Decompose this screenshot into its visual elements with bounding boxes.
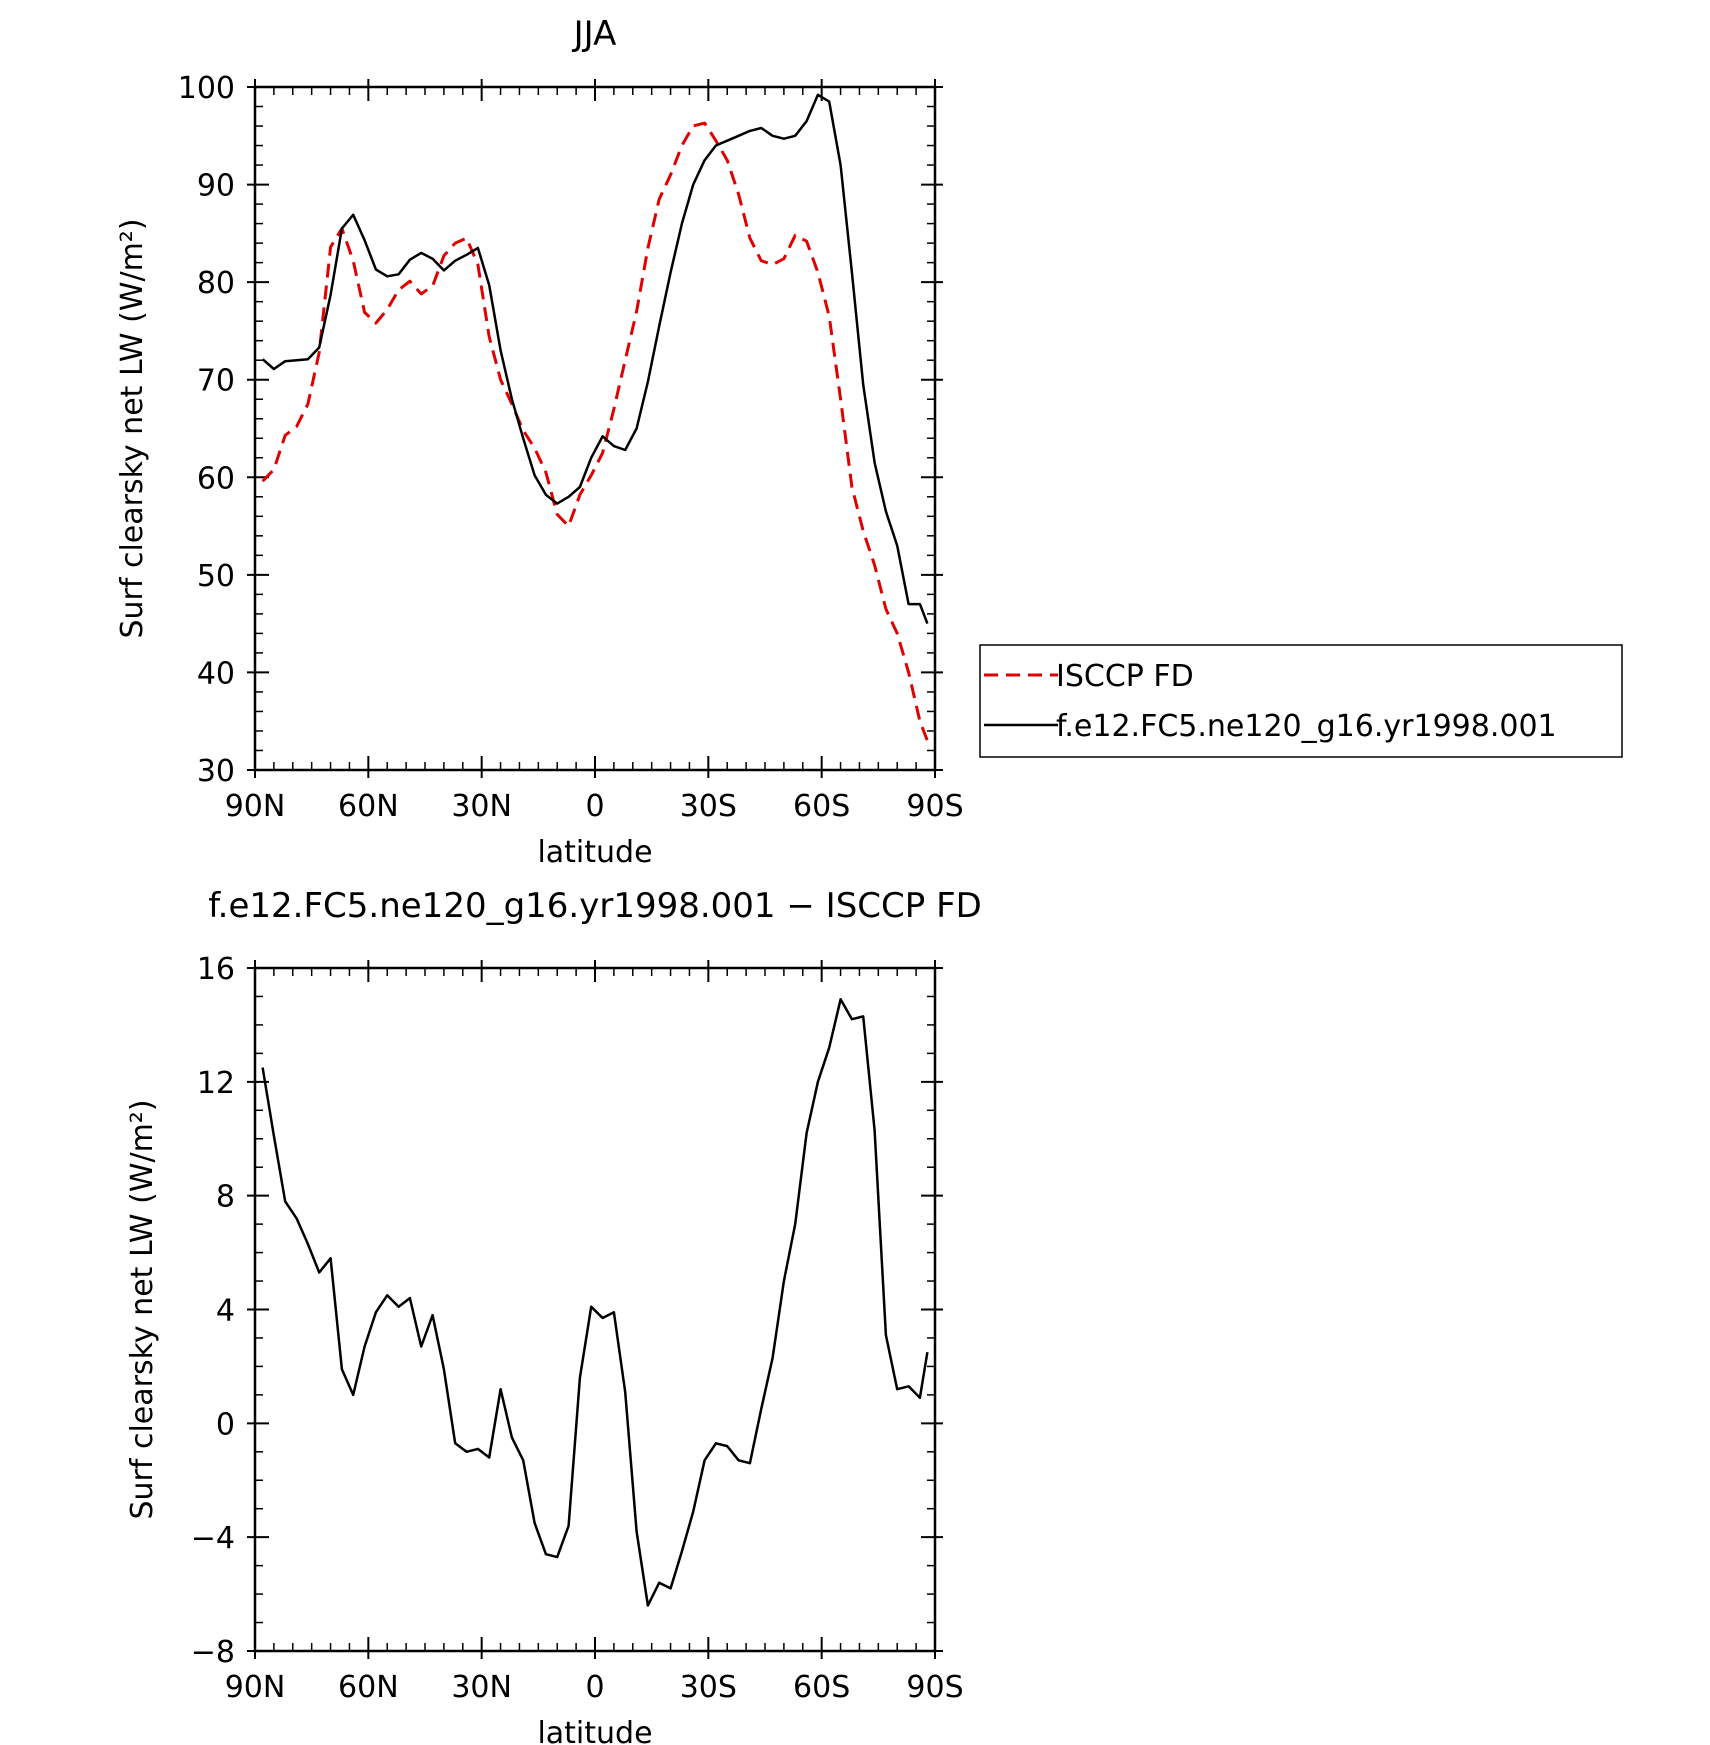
top-plot-area: 90N 60N 30N 0 30S 60S 90S 30 40 50 60 70 80 90 100 (178, 71, 964, 824)
bottom-plot-area: 90N 60N 30N 0 30S 60S 90S −8 −4 0 4 8 12 16 (191, 952, 964, 1705)
bottom-y-axis-label: Surf clearsky net LW (W/m²) (125, 1099, 160, 1519)
y-tick-label: 80 (197, 266, 235, 301)
top-chart-title: JJA (572, 14, 617, 54)
bottom-chart-title: f.e12.FC5.ne120_g16.yr1998.001 − ISCCP F… (208, 886, 982, 926)
legend-label-isccp: ISCCP FD (1056, 659, 1194, 694)
top-x-axis-label: latitude (537, 835, 652, 870)
y-tick-label: 0 (216, 1407, 235, 1442)
y-tick-label: 8 (216, 1180, 235, 1215)
y-tick-label: 70 (197, 364, 235, 399)
x-tick-label: 60S (793, 1670, 850, 1705)
top-y-axis-label: Surf clearsky net LW (W/m²) (115, 218, 150, 638)
x-tick-label: 30N (451, 1670, 512, 1705)
legend: ISCCP FD f.e12.FC5.ne120_g16.yr1998.001 (979, 644, 1623, 758)
x-tick-label: 60N (338, 1670, 399, 1705)
y-tick-label: 60 (197, 461, 235, 496)
bottom-panel: f.e12.FC5.ne120_g16.yr1998.001 − ISCCP F… (125, 886, 982, 1745)
series-line-0 (261, 121, 929, 742)
top-panel: JJA 90N 60N 30N 0 30S 60S 90S 30 40 50 60 70 80 90 100… (115, 14, 964, 870)
y-tick-label: 4 (216, 1294, 235, 1329)
y-tick-label: 12 (197, 1066, 235, 1101)
x-tick-label: 30S (680, 789, 737, 824)
x-tick-label: 60S (793, 789, 850, 824)
legend-box (979, 644, 1623, 758)
plot-frame (253, 85, 937, 772)
x-tick-label: 0 (585, 1670, 604, 1705)
y-tick-label: −8 (191, 1635, 235, 1670)
x-tick-label: 90N (225, 1670, 286, 1705)
series-line-0 (261, 998, 929, 1607)
series-line-1 (261, 93, 929, 625)
x-tick-label: 60N (338, 789, 399, 824)
y-tick-label: 16 (197, 952, 235, 987)
x-tick-label: 30N (451, 789, 512, 824)
legend-label-model: f.e12.FC5.ne120_g16.yr1998.001 (1056, 709, 1557, 744)
y-tick-label: 90 (197, 169, 235, 204)
x-tick-label: 30S (680, 1670, 737, 1705)
y-tick-label: 100 (178, 71, 235, 106)
y-tick-label: 50 (197, 559, 235, 594)
y-tick-label: 40 (197, 656, 235, 691)
bottom-x-axis-label: latitude (537, 1716, 652, 1745)
y-tick-label: 30 (197, 754, 235, 789)
y-tick-label: −4 (191, 1521, 235, 1556)
x-tick-label: 90S (906, 789, 963, 824)
x-tick-label: 0 (585, 789, 604, 824)
x-tick-label: 90S (906, 1670, 963, 1705)
x-tick-label: 90N (225, 789, 286, 824)
